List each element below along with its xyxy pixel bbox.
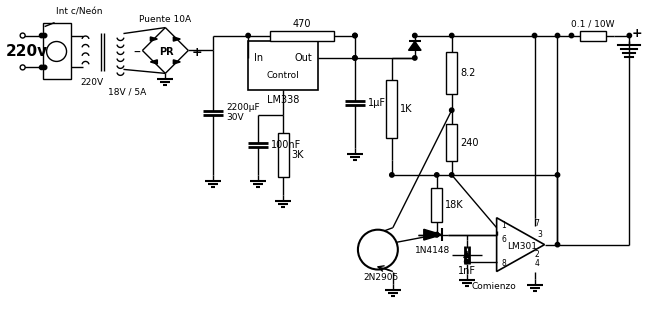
Circle shape <box>556 243 559 247</box>
Text: 8: 8 <box>501 259 506 268</box>
Text: 3K: 3K <box>291 150 304 160</box>
Text: Comienzo: Comienzo <box>472 282 516 291</box>
Text: 470: 470 <box>292 19 311 29</box>
Circle shape <box>556 33 559 38</box>
Circle shape <box>390 173 394 177</box>
Circle shape <box>435 232 439 237</box>
Text: LM338: LM338 <box>267 95 299 105</box>
Circle shape <box>450 173 454 177</box>
Circle shape <box>435 232 439 237</box>
Circle shape <box>464 259 469 264</box>
Circle shape <box>39 65 44 70</box>
Text: 240: 240 <box>460 138 479 148</box>
Text: 6: 6 <box>501 235 506 244</box>
Text: 1: 1 <box>501 221 506 230</box>
Text: 1N4148: 1N4148 <box>415 246 450 255</box>
Circle shape <box>435 173 439 177</box>
Circle shape <box>20 33 25 38</box>
Circle shape <box>450 33 454 38</box>
Bar <box>278 133 289 177</box>
Polygon shape <box>151 37 158 41</box>
Circle shape <box>246 33 251 38</box>
Polygon shape <box>424 229 442 240</box>
Text: In: In <box>254 53 264 63</box>
Circle shape <box>413 33 417 38</box>
Text: Int c/Neón: Int c/Neón <box>56 8 102 16</box>
Text: 2200µF
30V: 2200µF 30V <box>226 103 260 122</box>
Text: 4: 4 <box>535 259 539 268</box>
Circle shape <box>353 33 357 38</box>
Circle shape <box>20 65 25 70</box>
Bar <box>248 41 318 90</box>
Bar <box>269 30 333 41</box>
Text: 1nF: 1nF <box>457 266 475 275</box>
Text: 100nF: 100nF <box>271 140 302 150</box>
Circle shape <box>43 33 47 38</box>
Polygon shape <box>497 218 545 271</box>
Circle shape <box>358 230 398 269</box>
Circle shape <box>450 108 454 113</box>
Text: 220V: 220V <box>80 78 103 87</box>
Text: 1µF: 1µF <box>368 98 386 108</box>
Text: Control: Control <box>267 71 300 80</box>
Text: 0.1 / 10W: 0.1 / 10W <box>571 20 614 29</box>
Polygon shape <box>173 60 180 64</box>
Text: 1K: 1K <box>401 104 413 114</box>
Circle shape <box>39 33 44 38</box>
Text: Puente 10A: Puente 10A <box>140 15 191 24</box>
Circle shape <box>532 33 537 38</box>
Circle shape <box>627 33 632 38</box>
Bar <box>432 188 443 222</box>
Text: 18K: 18K <box>445 200 464 210</box>
Text: LM301: LM301 <box>508 242 537 251</box>
Text: +: + <box>191 46 202 59</box>
Circle shape <box>556 173 559 177</box>
Polygon shape <box>408 41 421 50</box>
Text: PR: PR <box>159 48 174 57</box>
Text: 3: 3 <box>537 230 543 239</box>
Bar <box>580 30 606 41</box>
Polygon shape <box>173 37 180 41</box>
Bar <box>386 81 397 138</box>
Circle shape <box>413 56 417 60</box>
Text: 8.2: 8.2 <box>460 68 475 78</box>
Text: Out: Out <box>295 53 312 63</box>
Circle shape <box>569 33 574 38</box>
Text: 2: 2 <box>535 250 539 259</box>
Text: 18V / 5A: 18V / 5A <box>109 87 147 96</box>
Circle shape <box>353 56 357 60</box>
Text: 220v: 220v <box>6 44 48 59</box>
Text: –: – <box>134 45 140 60</box>
Circle shape <box>47 42 67 61</box>
Bar <box>43 23 70 79</box>
Text: 7: 7 <box>535 219 539 228</box>
Bar <box>446 52 457 94</box>
Text: +: + <box>631 27 642 40</box>
Text: 2N2905: 2N2905 <box>363 274 398 282</box>
Circle shape <box>353 56 357 60</box>
Circle shape <box>43 65 47 70</box>
Polygon shape <box>151 60 158 64</box>
Bar <box>446 125 457 161</box>
Circle shape <box>353 33 357 38</box>
